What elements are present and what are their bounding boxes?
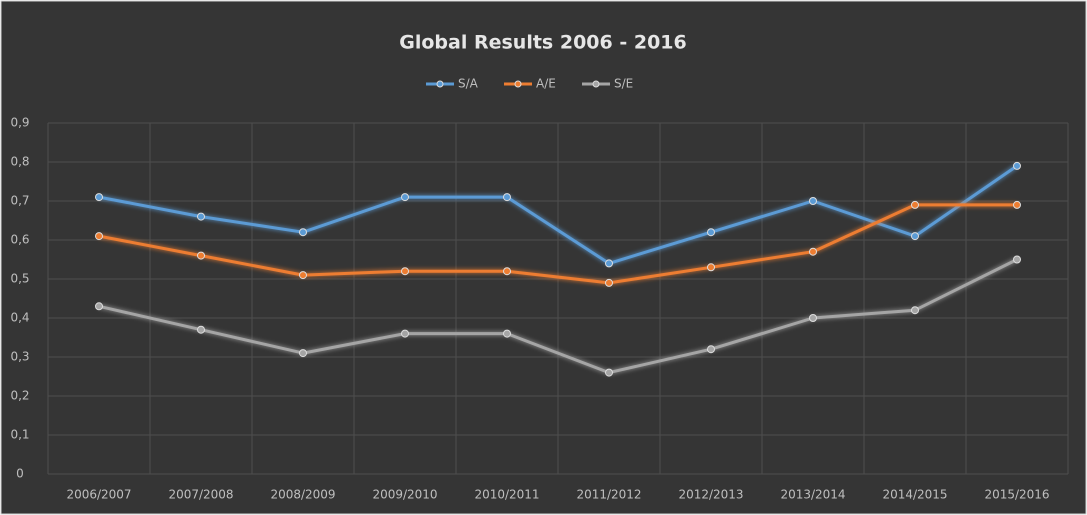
legend-marker: [592, 80, 600, 88]
data-point: [401, 329, 409, 338]
data-point: [911, 232, 919, 241]
x-tick-label: 2015/2016: [984, 488, 1049, 502]
legend-marker: [514, 80, 522, 88]
x-tick-label: 2009/2010: [372, 488, 437, 502]
data-point: [299, 349, 307, 358]
data-point: [707, 228, 715, 237]
x-tick-label: 2008/2009: [270, 488, 335, 502]
y-tick-label: 0,8: [10, 155, 29, 169]
legend-marker: [436, 80, 444, 88]
series-line: [98, 164, 1018, 265]
data-point: [1013, 200, 1021, 209]
data-point: [605, 278, 613, 287]
y-tick-label: 0,2: [10, 389, 29, 403]
legend-label: S/A: [458, 77, 479, 91]
x-tick-label: 2007/2008: [168, 488, 233, 502]
data-point: [197, 251, 205, 260]
data-point: [605, 259, 613, 268]
data-point: [1013, 161, 1021, 170]
data-point: [707, 263, 715, 272]
data-point: [401, 193, 409, 202]
data-point: [197, 325, 205, 334]
y-tick-label: 0: [16, 467, 24, 481]
legend-label: S/E: [614, 77, 633, 91]
data-point: [299, 271, 307, 280]
x-tick-label: 2012/2013: [678, 488, 743, 502]
data-point: [401, 267, 409, 276]
y-tick-label: 0,9: [10, 116, 29, 130]
data-point: [503, 193, 511, 202]
x-tick-label: 2010/2011: [474, 488, 539, 502]
y-tick-label: 0,1: [10, 428, 29, 442]
data-point: [1013, 255, 1021, 264]
x-tick-label: 2013/2014: [780, 488, 845, 502]
data-point: [605, 368, 613, 377]
chart-title: Global Results 2006 - 2016: [399, 32, 686, 54]
y-tick-label: 0,4: [10, 311, 29, 325]
data-point: [503, 329, 511, 338]
data-point: [197, 212, 205, 221]
data-point: [911, 200, 919, 209]
series-line: [98, 203, 1017, 285]
y-tick-label: 0,6: [10, 233, 29, 247]
data-point: [95, 193, 103, 202]
y-tick-label: 0,5: [10, 272, 29, 286]
data-point: [95, 232, 103, 241]
legend-label: A/E: [536, 77, 556, 91]
data-point: [503, 267, 511, 276]
x-tick-label: 2006/2007: [66, 488, 131, 502]
data-point: [95, 302, 103, 311]
series-line: [98, 258, 1018, 375]
y-tick-label: 0,3: [10, 350, 29, 364]
data-point: [809, 314, 817, 322]
x-tick-label: 2014/2015: [882, 488, 947, 502]
data-point: [809, 197, 817, 205]
y-tick-label: 0,7: [10, 194, 29, 208]
x-tick-label: 2011/2012: [576, 488, 641, 502]
data-point: [707, 345, 715, 354]
data-point: [299, 228, 307, 237]
data-point: [809, 247, 817, 256]
data-point: [911, 306, 919, 315]
